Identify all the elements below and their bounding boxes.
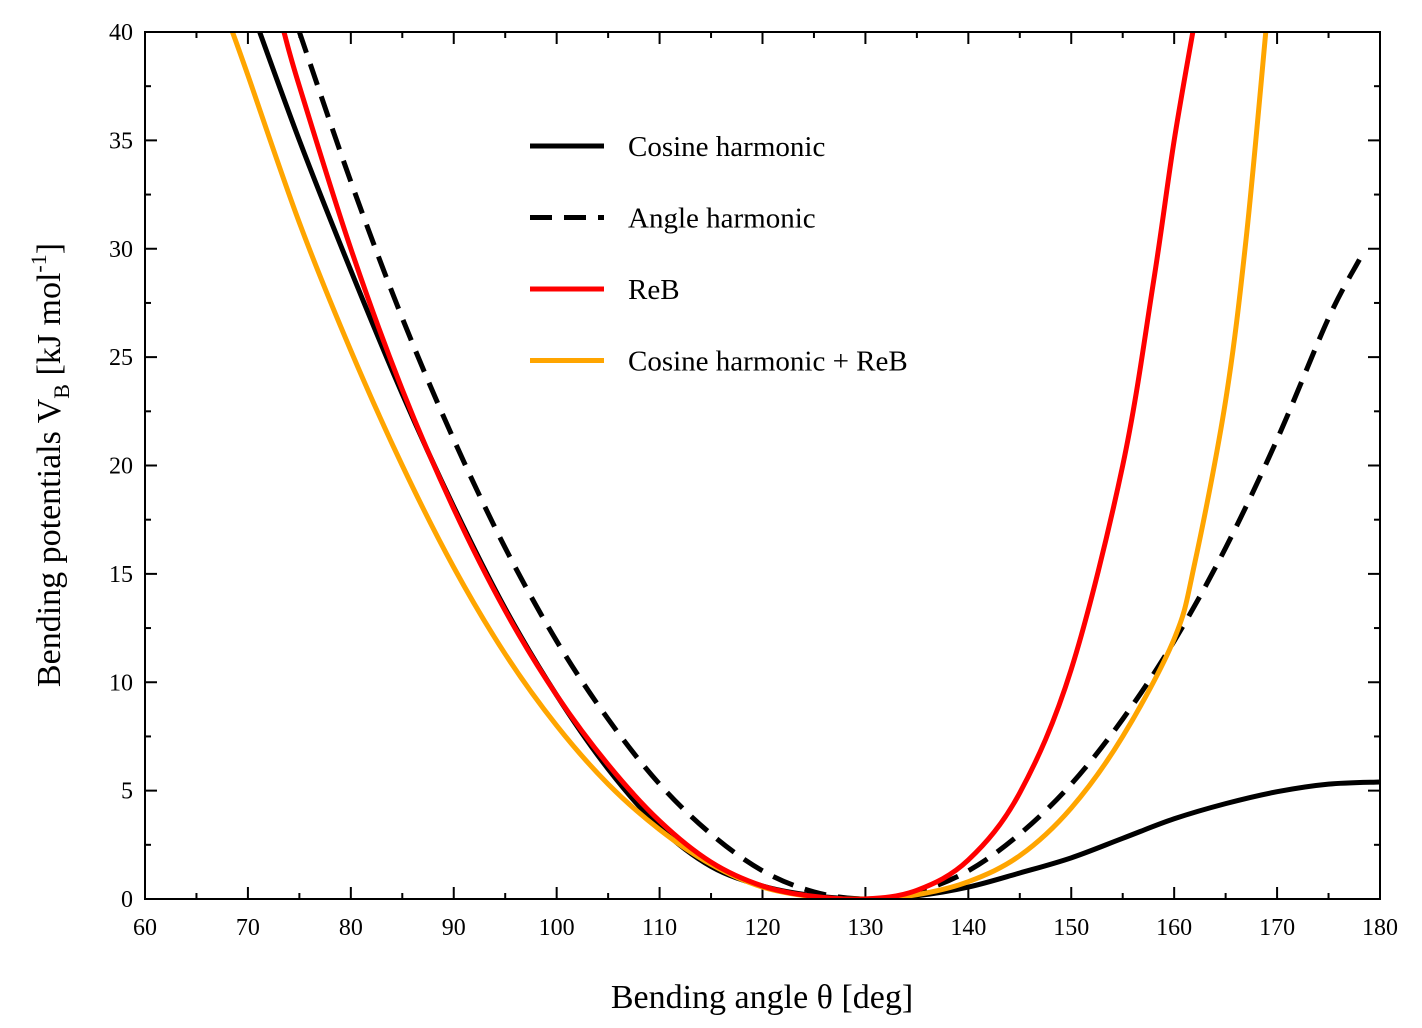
y-tick-label: 0 <box>121 887 133 913</box>
plot-frame <box>144 31 1381 900</box>
series-line-angle-harmonic <box>297 32 1362 899</box>
x-axis-ticks: 60 70 80 90 100 110 120 130 140 150 160 170 180 <box>133 32 1398 941</box>
x-tick-label: 150 <box>1053 915 1089 941</box>
series-layer <box>230 32 1380 899</box>
legend: Cosine harmonic Angle harmonic ReB Cosine h… <box>530 131 908 378</box>
x-tick-label: 160 <box>1156 915 1192 941</box>
x-tick-label: 70 <box>236 915 260 941</box>
y-tick-label: 20 <box>109 454 133 480</box>
legend-label-reb: ReB <box>628 274 680 306</box>
x-tick-label: 100 <box>539 915 575 941</box>
y-tick-label: 30 <box>109 237 133 263</box>
y-axis-ticks: 0 5 10 15 20 25 30 35 40 <box>109 20 1380 913</box>
y-tick-label: 15 <box>109 562 133 588</box>
y-axis-label-units: [kJ mol <box>31 273 68 384</box>
x-tick-label: 180 <box>1362 915 1398 941</box>
legend-label-cosine-harmonic-reb: Cosine harmonic + ReB <box>628 346 908 378</box>
y-axis-label: Bending potentials VB [kJ mol-1] <box>26 243 74 687</box>
x-tick-label: 90 <box>442 915 466 941</box>
y-tick-label: 5 <box>121 779 133 805</box>
legend-label-angle-harmonic: Angle harmonic <box>628 203 816 235</box>
y-axis-label-superscript: -1 <box>26 254 51 272</box>
x-tick-label: 170 <box>1259 915 1295 941</box>
y-axis-label-close: ] <box>31 243 68 254</box>
x-tick-label: 140 <box>950 915 986 941</box>
x-tick-label: 130 <box>847 915 883 941</box>
x-tick-label: 60 <box>133 915 157 941</box>
y-axis-label-main: Bending potentials V <box>31 398 68 687</box>
legend-label-cosine-harmonic: Cosine harmonic <box>628 131 825 163</box>
y-tick-label: 35 <box>109 128 133 154</box>
x-tick-label: 110 <box>642 915 677 941</box>
x-axis-label: Bending angle θ [deg] <box>611 979 913 1016</box>
y-tick-label: 10 <box>109 670 133 696</box>
x-tick-label: 80 <box>339 915 363 941</box>
y-axis-label-subscript: B <box>49 384 74 399</box>
series-line-reb <box>281 32 1196 899</box>
x-tick-label: 120 <box>745 915 781 941</box>
y-tick-label: 25 <box>109 345 133 371</box>
y-tick-label: 40 <box>109 20 133 46</box>
